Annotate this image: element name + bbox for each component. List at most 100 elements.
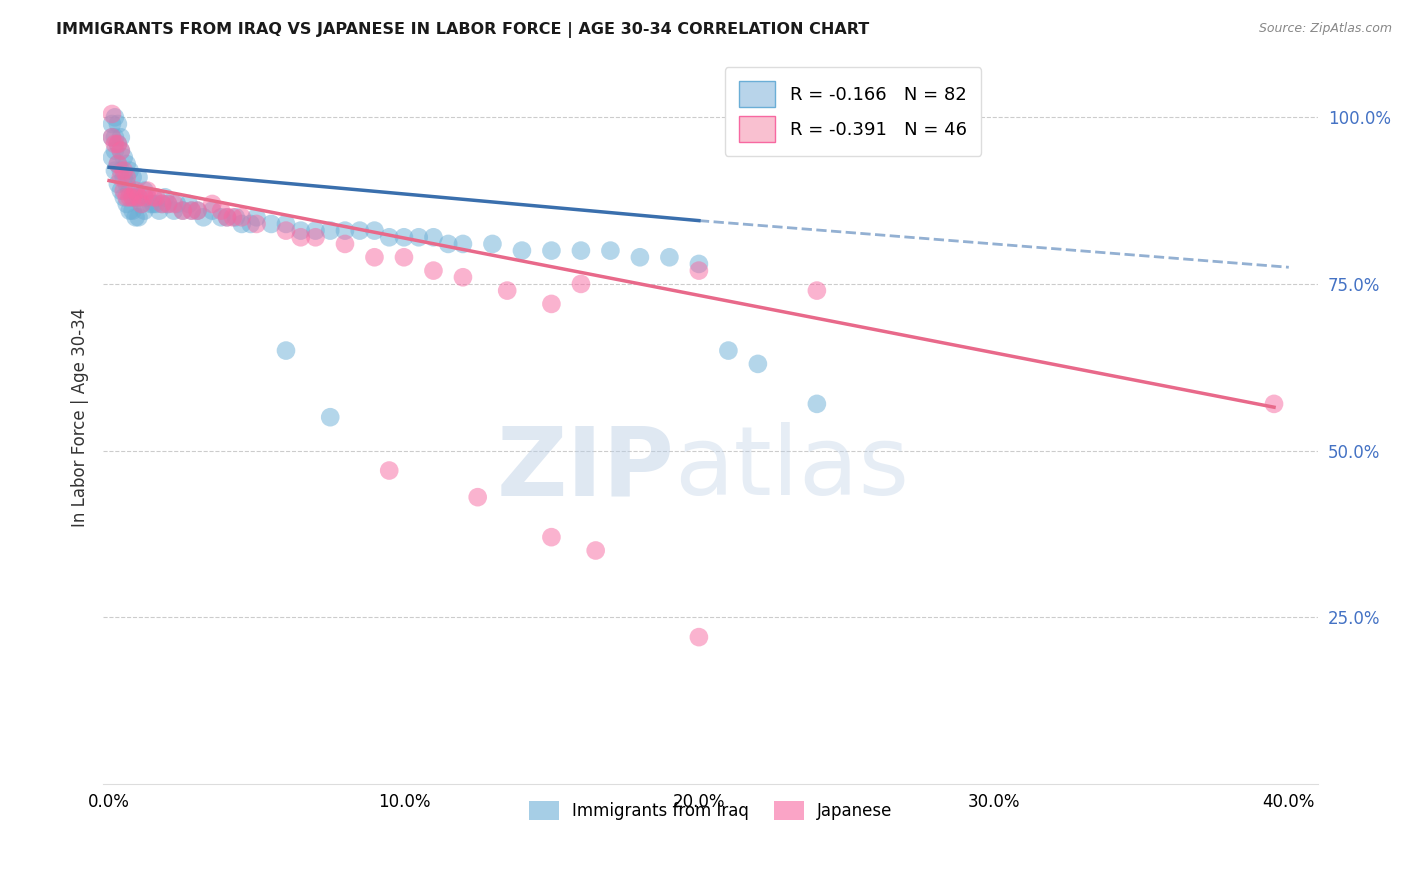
Point xyxy=(107,157,129,171)
Point xyxy=(101,107,124,121)
Point xyxy=(688,630,710,644)
Point xyxy=(510,244,533,258)
Point xyxy=(806,397,828,411)
Point xyxy=(101,130,124,145)
Point xyxy=(131,197,153,211)
Point xyxy=(422,230,444,244)
Point xyxy=(101,117,124,131)
Point xyxy=(177,197,200,211)
Point xyxy=(688,263,710,277)
Y-axis label: In Labor Force | Age 30-34: In Labor Force | Age 30-34 xyxy=(72,308,89,527)
Point xyxy=(215,211,238,225)
Point xyxy=(115,157,138,171)
Point xyxy=(437,236,460,251)
Point xyxy=(104,163,127,178)
Point xyxy=(408,230,430,244)
Point xyxy=(193,211,215,225)
Point xyxy=(451,236,474,251)
Point xyxy=(134,184,156,198)
Point xyxy=(201,197,224,211)
Point xyxy=(134,203,156,218)
Point xyxy=(180,203,202,218)
Point xyxy=(156,197,179,211)
Point xyxy=(658,250,681,264)
Point xyxy=(118,203,141,218)
Point xyxy=(496,284,519,298)
Point xyxy=(150,197,173,211)
Point xyxy=(274,343,297,358)
Point xyxy=(104,130,127,145)
Point xyxy=(163,203,186,218)
Point xyxy=(104,144,127,158)
Point xyxy=(153,190,176,204)
Point xyxy=(142,197,165,211)
Point xyxy=(569,244,592,258)
Point xyxy=(107,136,129,151)
Point xyxy=(112,150,135,164)
Point xyxy=(145,197,167,211)
Point xyxy=(110,144,132,158)
Point xyxy=(107,157,129,171)
Point xyxy=(392,230,415,244)
Point xyxy=(101,150,124,164)
Point xyxy=(118,163,141,178)
Point xyxy=(209,211,232,225)
Point xyxy=(451,270,474,285)
Point xyxy=(260,217,283,231)
Text: ZIP: ZIP xyxy=(496,422,675,515)
Point xyxy=(128,190,150,204)
Point xyxy=(166,197,188,211)
Point xyxy=(304,224,326,238)
Point xyxy=(172,203,194,218)
Point xyxy=(540,297,562,311)
Point xyxy=(481,236,503,251)
Point xyxy=(136,184,159,198)
Point xyxy=(128,211,150,225)
Point xyxy=(136,190,159,204)
Point xyxy=(139,197,162,211)
Point xyxy=(186,203,208,218)
Point xyxy=(150,197,173,211)
Point xyxy=(107,117,129,131)
Point xyxy=(201,203,224,218)
Text: Source: ZipAtlas.com: Source: ZipAtlas.com xyxy=(1258,22,1392,36)
Point xyxy=(599,244,621,258)
Point xyxy=(107,136,129,151)
Point xyxy=(363,224,385,238)
Point xyxy=(569,277,592,291)
Point xyxy=(540,244,562,258)
Point xyxy=(131,197,153,211)
Point xyxy=(148,203,170,218)
Point xyxy=(156,197,179,211)
Point xyxy=(585,543,607,558)
Text: IMMIGRANTS FROM IRAQ VS JAPANESE IN LABOR FORCE | AGE 30-34 CORRELATION CHART: IMMIGRANTS FROM IRAQ VS JAPANESE IN LABO… xyxy=(56,22,869,38)
Point xyxy=(121,190,143,204)
Point xyxy=(112,170,135,185)
Point xyxy=(319,410,342,425)
Text: atlas: atlas xyxy=(675,422,910,515)
Point xyxy=(104,136,127,151)
Point xyxy=(717,343,740,358)
Point xyxy=(112,163,135,178)
Point xyxy=(319,224,342,238)
Point xyxy=(186,203,208,218)
Point xyxy=(688,257,710,271)
Point xyxy=(124,211,146,225)
Point xyxy=(163,197,186,211)
Point xyxy=(628,250,651,264)
Point xyxy=(128,170,150,185)
Point xyxy=(274,217,297,231)
Point xyxy=(112,190,135,204)
Point xyxy=(245,211,267,225)
Point xyxy=(392,250,415,264)
Point xyxy=(121,190,143,204)
Point xyxy=(349,224,371,238)
Point xyxy=(222,211,245,225)
Point xyxy=(142,190,165,204)
Point xyxy=(1263,397,1285,411)
Point xyxy=(209,203,232,218)
Point xyxy=(378,230,401,244)
Point xyxy=(333,224,356,238)
Point xyxy=(104,111,127,125)
Point xyxy=(118,184,141,198)
